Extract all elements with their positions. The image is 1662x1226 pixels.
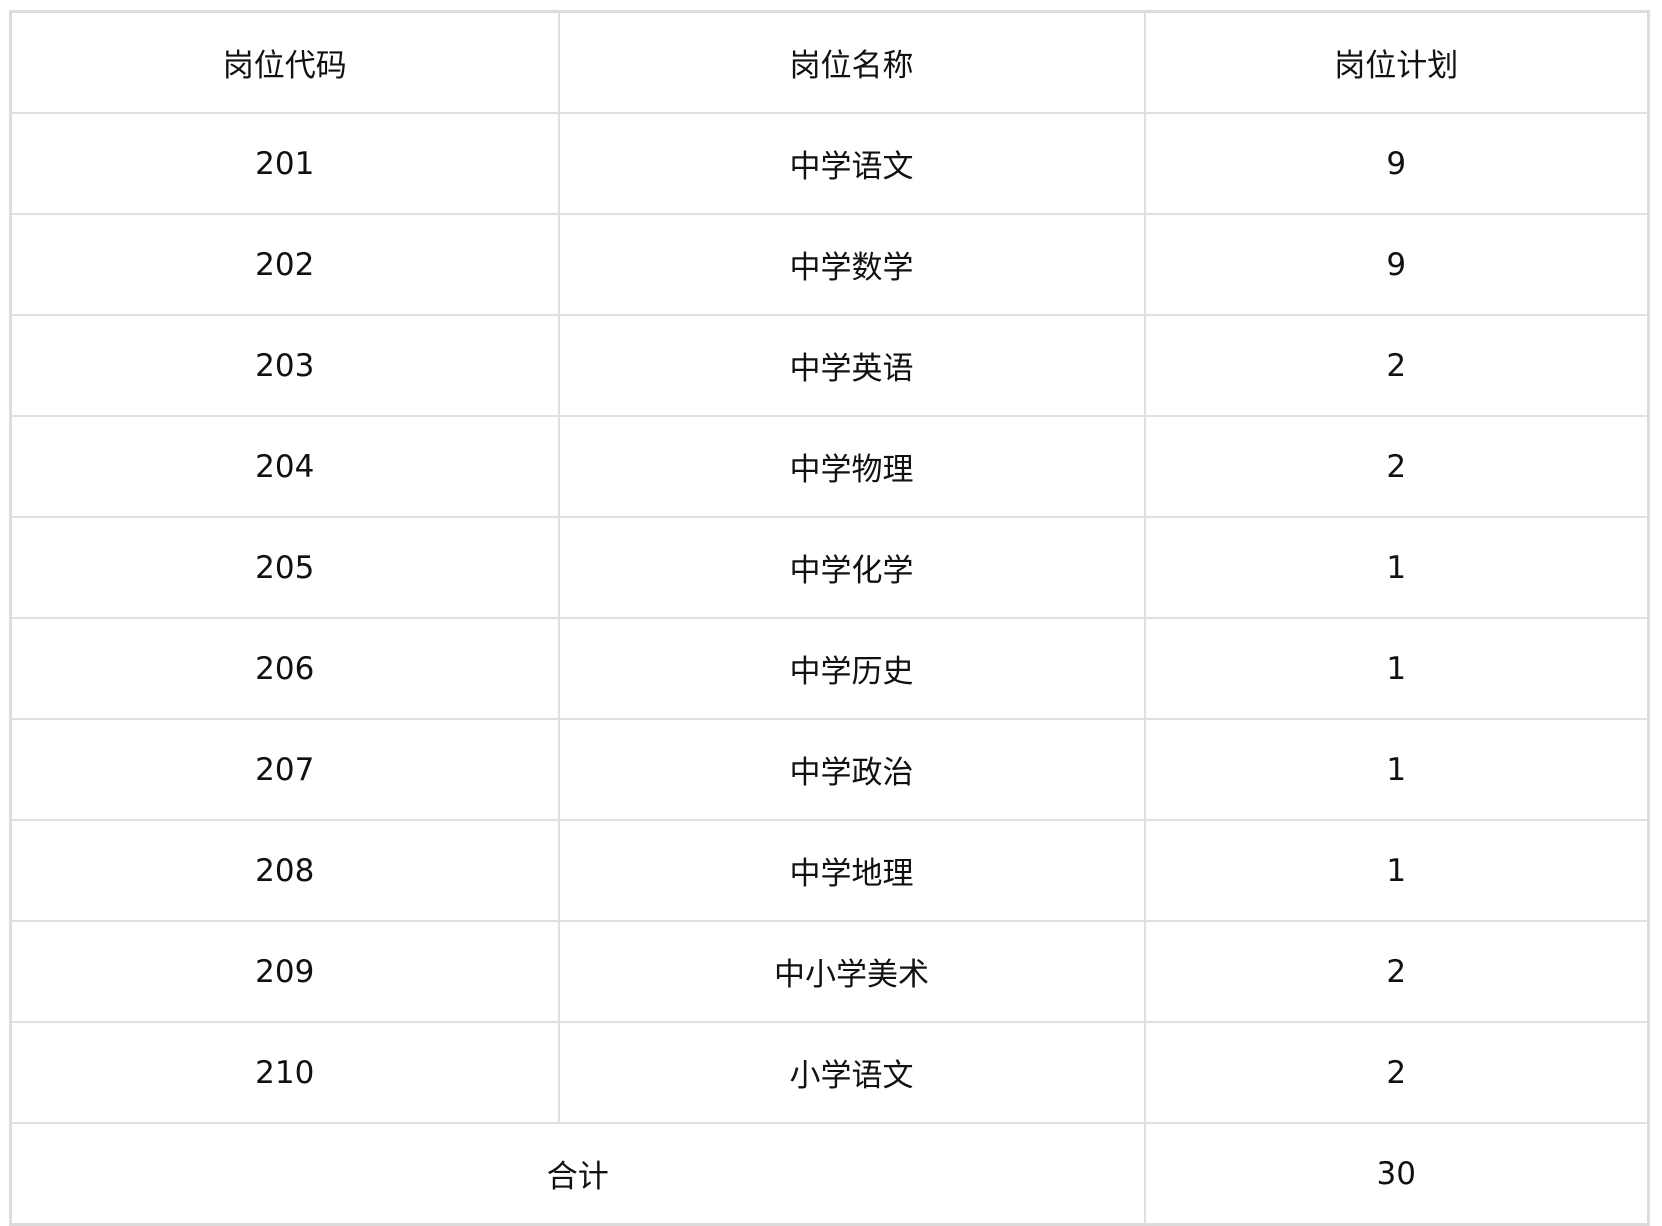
table-row: 207 中学政治 1 <box>9 718 1650 821</box>
table-row: 202 中学数学 9 <box>9 213 1650 316</box>
position-plan: 1 <box>1143 718 1650 821</box>
position-code: 205 <box>9 516 560 619</box>
position-plan: 2 <box>1143 1021 1650 1124</box>
position-name: 中学英语 <box>557 314 1146 417</box>
position-name: 中学物理 <box>557 415 1146 518</box>
header-row: 岗位代码 岗位名称 岗位计划 <box>9 10 1650 114</box>
position-name: 中学化学 <box>557 516 1146 619</box>
position-name: 中学语文 <box>557 112 1146 215</box>
position-plan: 2 <box>1143 920 1650 1023</box>
table-row: 206 中学历史 1 <box>9 617 1650 720</box>
total-label: 合计 <box>9 1122 1146 1226</box>
position-code: 202 <box>9 213 560 316</box>
table-row: 203 中学英语 2 <box>9 314 1650 417</box>
total-row: 合计 30 <box>9 1122 1650 1226</box>
position-plan: 1 <box>1143 819 1650 922</box>
position-code: 206 <box>9 617 560 720</box>
position-name: 中小学美术 <box>557 920 1146 1023</box>
total-value: 30 <box>1143 1122 1650 1226</box>
position-plan: 2 <box>1143 415 1650 518</box>
position-code: 207 <box>9 718 560 821</box>
position-name: 中学地理 <box>557 819 1146 922</box>
header-plan: 岗位计划 <box>1143 10 1650 114</box>
position-code: 210 <box>9 1021 560 1124</box>
position-name: 中学历史 <box>557 617 1146 720</box>
position-code: 204 <box>9 415 560 518</box>
position-code: 203 <box>9 314 560 417</box>
position-name: 中学政治 <box>557 718 1146 821</box>
position-name: 中学数学 <box>557 213 1146 316</box>
table-row: 210 小学语文 2 <box>9 1021 1650 1124</box>
header-code: 岗位代码 <box>9 10 560 114</box>
header-name: 岗位名称 <box>557 10 1146 114</box>
table-row: 204 中学物理 2 <box>9 415 1650 518</box>
position-plan: 2 <box>1143 314 1650 417</box>
position-plan: 9 <box>1143 213 1650 316</box>
table-row: 205 中学化学 1 <box>9 516 1650 619</box>
position-code: 209 <box>9 920 560 1023</box>
position-name: 小学语文 <box>557 1021 1146 1124</box>
position-plan-table: 岗位代码 岗位名称 岗位计划 201 中学语文 9 202 中学数学 9 203 中学英语 2 2… <box>9 10 1650 1226</box>
position-plan: 9 <box>1143 112 1650 215</box>
position-plan: 1 <box>1143 617 1650 720</box>
table-row: 209 中小学美术 2 <box>9 920 1650 1023</box>
position-code: 208 <box>9 819 560 922</box>
position-code: 201 <box>9 112 560 215</box>
position-plan: 1 <box>1143 516 1650 619</box>
table-row: 208 中学地理 1 <box>9 819 1650 922</box>
table-row: 201 中学语文 9 <box>9 112 1650 215</box>
